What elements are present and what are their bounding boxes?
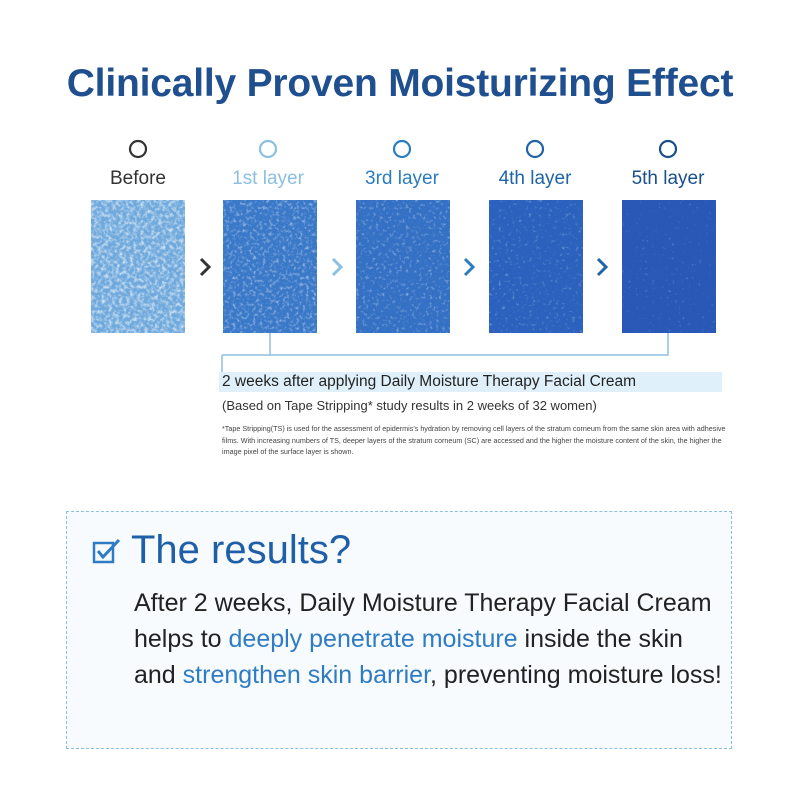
results-highlight-penetrate: deeply penetrate moisture (228, 625, 518, 653)
results-highlight-barrier: strengthen skin barrier (182, 661, 431, 689)
results-panel (66, 511, 732, 749)
sample-image-5th-layer (622, 200, 716, 333)
chevron-right-icon (463, 257, 476, 277)
stage-label-before: Before (110, 168, 166, 189)
study-caption: 2 weeks after applying Daily Moisture Th… (219, 372, 722, 392)
sample-image-3rd-layer (356, 200, 450, 333)
timeline-marker-before (128, 139, 148, 159)
study-basis: (Based on Tape Stripping* study results … (222, 398, 597, 413)
sample-image-4th-layer (489, 200, 583, 333)
timeline-marker-4th (525, 139, 545, 159)
page-title: Clinically Proven Moisturizing Effect (66, 62, 734, 105)
stage-label-3rd-layer: 3rd layer (365, 168, 439, 189)
stage-label-5th-layer: 5th layer (631, 168, 705, 189)
stage-label-4th-layer: 4th layer (498, 168, 572, 189)
timeline-marker-1st (258, 139, 278, 159)
chevron-right-icon (331, 257, 344, 277)
chevron-right-icon (596, 257, 609, 277)
sample-image-before (91, 200, 185, 333)
results-text: After 2 weeks, Daily Moisture Therapy Fa… (134, 585, 724, 693)
results-text-part-1: After 2 weeks, Daily Moisture Therapy Fa… (134, 589, 712, 653)
timeline (66, 139, 730, 159)
layer-bracket (221, 333, 669, 372)
tape-stripping-footnote: *Tape Stripping(TS) is used for the asse… (222, 424, 726, 456)
checkbox-checked-icon (92, 538, 121, 564)
results-text-part-3: , preventing moisture loss! (430, 661, 722, 689)
results-heading: The results? (131, 528, 352, 572)
chevron-right-icon (199, 257, 212, 277)
timeline-marker-5th (658, 139, 678, 159)
results-text-part-2: inside the skin and (134, 625, 683, 689)
sample-image-1st-layer (223, 200, 317, 333)
stage-label-1st-layer: 1st layer (232, 168, 304, 189)
timeline-markers (128, 139, 678, 159)
timeline-marker-3rd (392, 139, 412, 159)
